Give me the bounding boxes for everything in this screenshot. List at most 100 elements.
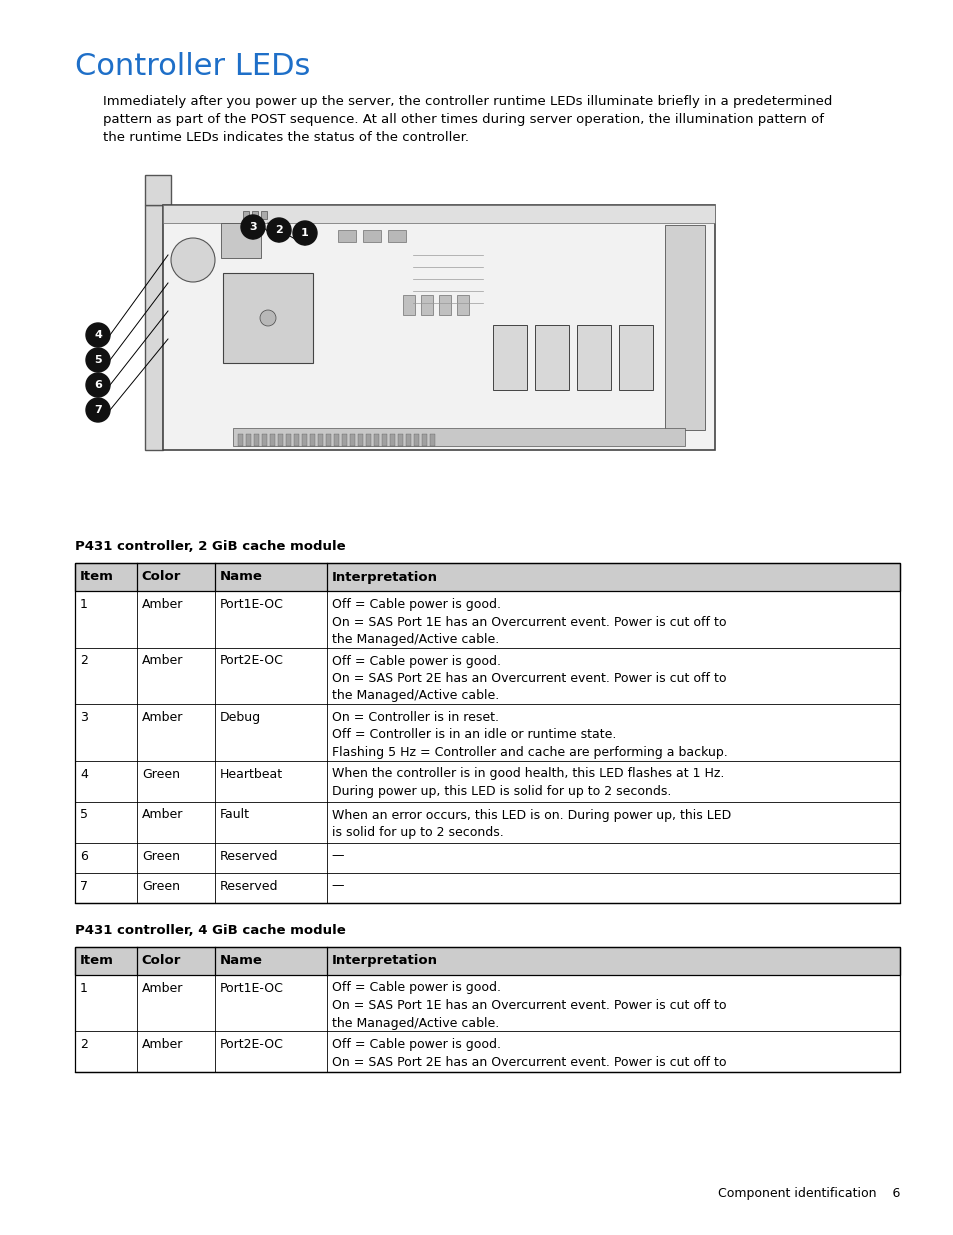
Text: Off = Cable power is good.
On = SAS Port 1E has an Overcurrent event. Power is c: Off = Cable power is good. On = SAS Port…: [332, 598, 725, 646]
Bar: [237, 433, 243, 446]
Text: 3: 3: [80, 711, 88, 724]
Text: 1: 1: [80, 598, 88, 611]
Bar: [302, 433, 307, 446]
Text: Off = Cable power is good.
On = SAS Port 2E has an Overcurrent event. Power is c: Off = Cable power is good. On = SAS Port…: [332, 1037, 725, 1068]
Circle shape: [86, 324, 110, 347]
Bar: [243, 211, 249, 219]
Text: Heartbeat: Heartbeat: [220, 767, 283, 781]
Bar: [75, 592, 899, 647]
Text: P431 controller, 4 GiB cache module: P431 controller, 4 GiB cache module: [75, 925, 345, 937]
Bar: [221, 224, 261, 258]
Bar: [535, 325, 568, 390]
Bar: [381, 433, 387, 446]
Text: Fault: Fault: [220, 809, 250, 821]
Circle shape: [86, 348, 110, 372]
Text: 2: 2: [80, 655, 88, 667]
Text: Off = Cable power is good.
On = SAS Port 1E has an Overcurrent event. Power is c: Off = Cable power is good. On = SAS Port…: [332, 982, 725, 1030]
Text: 6: 6: [80, 850, 88, 862]
Bar: [75, 802, 899, 842]
Bar: [223, 273, 313, 363]
Bar: [374, 433, 378, 446]
Text: Item: Item: [80, 571, 113, 583]
Bar: [75, 946, 899, 974]
Bar: [253, 433, 258, 446]
Text: Amber: Amber: [142, 655, 183, 667]
Bar: [270, 433, 274, 446]
Text: 7: 7: [94, 405, 102, 415]
Text: Name: Name: [220, 571, 263, 583]
Text: Interpretation: Interpretation: [332, 571, 437, 583]
Bar: [430, 433, 435, 446]
Bar: [438, 295, 451, 315]
Bar: [357, 433, 363, 446]
Text: Color: Color: [142, 571, 181, 583]
Bar: [163, 205, 714, 450]
Bar: [456, 295, 469, 315]
Text: Amber: Amber: [142, 711, 183, 724]
Text: Port1E-OC: Port1E-OC: [220, 982, 284, 994]
Bar: [163, 205, 714, 224]
Bar: [350, 433, 355, 446]
Text: Immediately after you power up the server, the controller runtime LEDs illuminat: Immediately after you power up the serve…: [103, 95, 832, 144]
Text: Off = Cable power is good.
On = SAS Port 2E has an Overcurrent event. Power is c: Off = Cable power is good. On = SAS Port…: [332, 655, 725, 703]
Bar: [421, 433, 427, 446]
Text: —: —: [332, 879, 344, 893]
Text: 5: 5: [80, 809, 88, 821]
Bar: [397, 433, 402, 446]
Bar: [334, 433, 338, 446]
Text: Port1E-OC: Port1E-OC: [220, 598, 284, 611]
Bar: [317, 433, 323, 446]
Bar: [402, 295, 415, 315]
Circle shape: [293, 221, 316, 245]
Bar: [310, 433, 314, 446]
Circle shape: [241, 215, 265, 240]
Circle shape: [86, 373, 110, 396]
Bar: [493, 325, 526, 390]
Bar: [363, 230, 380, 242]
Text: Green: Green: [142, 879, 180, 893]
Bar: [366, 433, 371, 446]
Text: Reserved: Reserved: [220, 850, 278, 862]
Text: 6: 6: [94, 380, 102, 390]
Circle shape: [86, 398, 110, 422]
Text: 1: 1: [80, 982, 88, 994]
Text: Green: Green: [142, 767, 180, 781]
Text: 2: 2: [80, 1037, 88, 1051]
Bar: [75, 842, 899, 872]
Bar: [75, 563, 899, 903]
Bar: [664, 225, 704, 430]
Text: —: —: [332, 850, 344, 862]
Bar: [75, 1031, 899, 1072]
Text: Port2E-OC: Port2E-OC: [220, 655, 284, 667]
Bar: [75, 761, 899, 802]
Bar: [326, 433, 331, 446]
Bar: [414, 433, 418, 446]
Text: Port2E-OC: Port2E-OC: [220, 1037, 284, 1051]
Text: Reserved: Reserved: [220, 879, 278, 893]
Bar: [75, 872, 899, 903]
Text: 7: 7: [80, 879, 88, 893]
Text: 4: 4: [94, 330, 102, 340]
Bar: [75, 647, 899, 704]
Bar: [388, 230, 406, 242]
Text: P431 controller, 2 GiB cache module: P431 controller, 2 GiB cache module: [75, 540, 345, 553]
Text: Name: Name: [220, 953, 263, 967]
Text: Interpretation: Interpretation: [332, 953, 437, 967]
Text: Debug: Debug: [220, 711, 261, 724]
Circle shape: [171, 238, 214, 282]
Text: Green: Green: [142, 850, 180, 862]
Bar: [252, 211, 257, 219]
Bar: [618, 325, 652, 390]
Bar: [277, 433, 283, 446]
Text: On = Controller is in reset.
Off = Controller is in an idle or runtime state.
Fl: On = Controller is in reset. Off = Contr…: [332, 711, 726, 760]
Bar: [75, 974, 899, 1031]
Bar: [390, 433, 395, 446]
Bar: [406, 433, 411, 446]
Text: Amber: Amber: [142, 809, 183, 821]
Bar: [420, 295, 433, 315]
Bar: [246, 433, 251, 446]
Text: 2: 2: [274, 225, 283, 235]
Text: Component identification    6: Component identification 6: [717, 1187, 899, 1200]
Text: When the controller is in good health, this LED flashes at 1 Hz.
During power up: When the controller is in good health, t…: [332, 767, 723, 798]
Text: Controller LEDs: Controller LEDs: [75, 52, 310, 82]
